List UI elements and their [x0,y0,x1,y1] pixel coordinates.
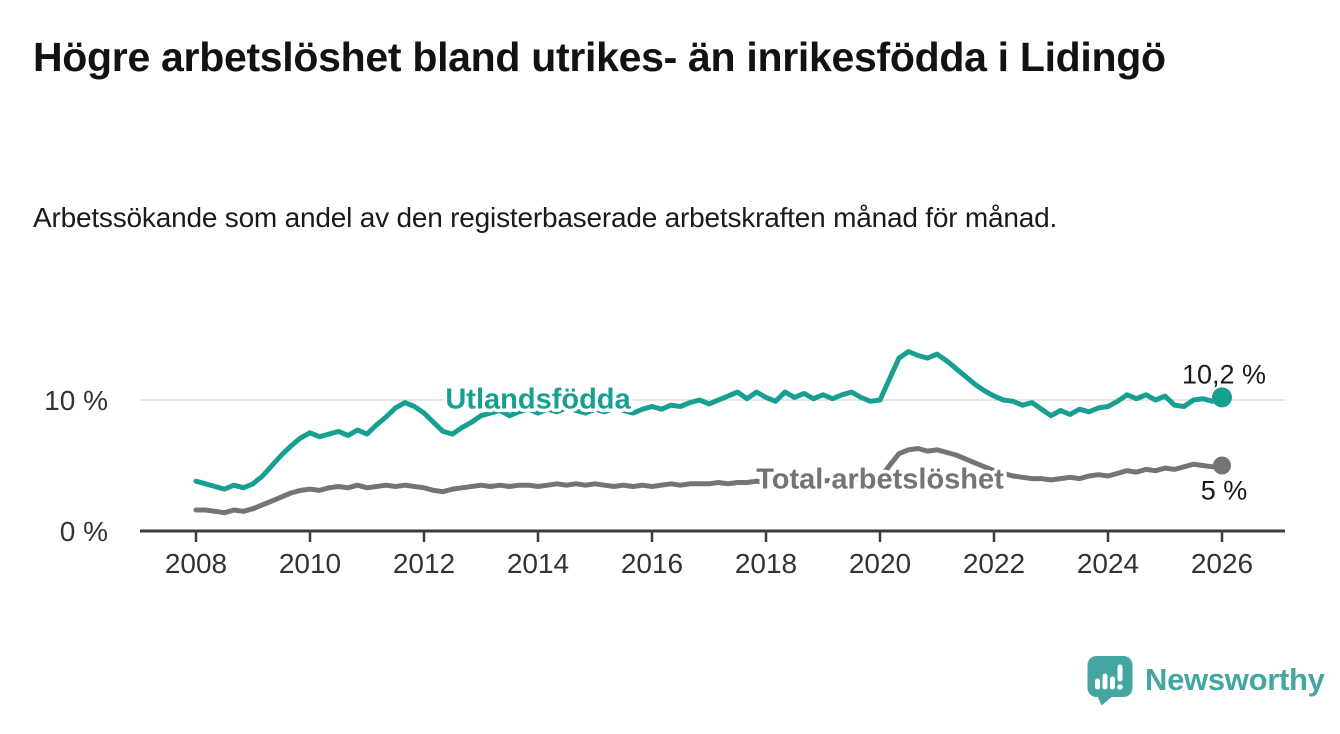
series-line-utlandsfodda [193,349,1225,492]
series-label-utlandsfodda: Utlandsfödda [445,384,631,416]
unemployment-line-chart: 2008 2010 2012 2014 2016 2018 2020 2022 2024 2026… [44,349,1285,579]
newsworthy-logo: Newsworthy [1086,654,1325,706]
y-tick-label: 0 % [60,516,108,547]
x-tick-label: 2018 [735,548,797,579]
end-value-label-total: 5 % [1201,476,1248,506]
end-value-label-utlandsfodda: 10,2 % [1182,359,1266,389]
chart-subtitle: Arbetssökande som andel av den registerb… [33,202,1058,233]
series-line-total [193,446,1225,516]
x-tick-label: 2010 [279,548,341,579]
end-dot-total [1213,456,1232,475]
series-label-total: Total arbetslöshet [756,464,1004,496]
y-tick-label: 10 % [44,385,108,416]
x-tick-label: 2022 [963,548,1025,579]
x-tick-label: 2014 [507,548,569,579]
newsworthy-bubble-chart-icon [1087,656,1133,706]
newsworthy-wordmark: Newsworthy [1145,662,1325,697]
x-tick-label: 2020 [849,548,911,579]
x-tick-label: 2024 [1077,548,1139,579]
x-tick-label: 2016 [621,548,683,579]
page-title: Högre arbetslöshet bland utrikes- än inr… [33,34,1166,80]
x-tick-label: 2012 [393,548,455,579]
x-tick-label: 2026 [1191,548,1253,579]
x-tick-label: 2008 [165,548,227,579]
end-dot-utlandsfodda [1212,387,1233,408]
